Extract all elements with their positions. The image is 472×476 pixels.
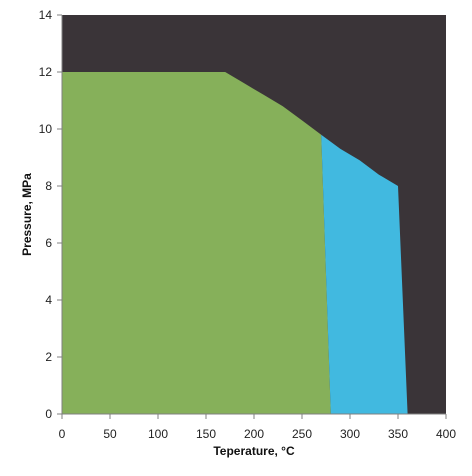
y-tick-label: 4 [45,293,52,307]
y-axis-ticks: 0 2 4 6 8 10 12 14 [39,8,62,421]
y-tick-label: 6 [45,236,52,250]
x-tick-label: 350 [388,427,408,441]
y-tick-label: 8 [45,179,52,193]
y-tick-label: 0 [45,407,52,421]
x-tick-label: 300 [340,427,360,441]
y-tick-label: 10 [39,122,53,136]
x-tick-label: 400 [436,427,456,441]
x-tick-label: 250 [292,427,312,441]
x-tick-label: 50 [103,427,117,441]
y-axis-title: Pressure, MPa [20,173,34,256]
y-tick-label: 14 [39,8,53,22]
x-tick-label: 100 [148,427,168,441]
y-tick-label: 2 [45,350,52,364]
x-tick-label: 200 [244,427,264,441]
y-tick-label: 12 [39,65,53,79]
x-tick-label: 0 [59,427,66,441]
x-tick-label: 150 [196,427,216,441]
regions-layer [62,72,408,414]
x-axis-ticks: 0 50 100 150 200 250 300 350 400 [59,414,456,441]
x-axis-title: Teperature, °C [213,444,295,458]
region-2 [321,134,408,414]
region-1 [62,72,331,414]
